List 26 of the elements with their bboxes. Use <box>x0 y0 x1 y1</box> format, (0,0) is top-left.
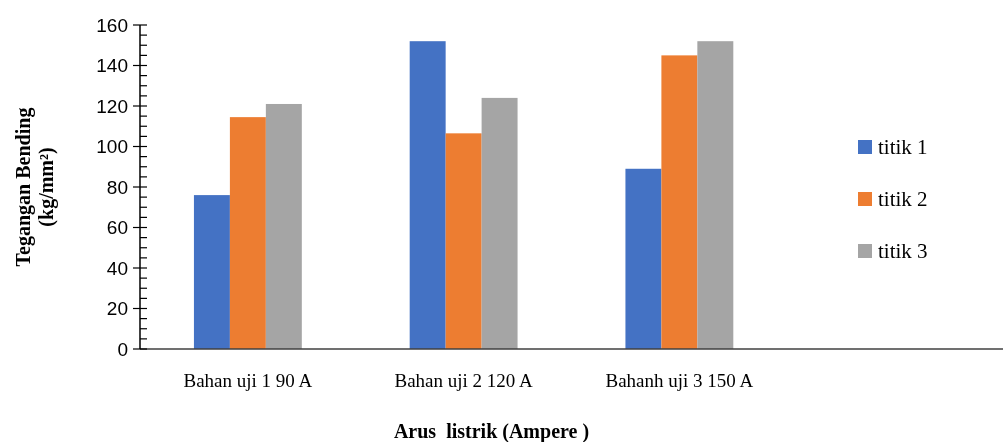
y-tick-label: 120 <box>96 95 128 117</box>
bar <box>229 117 266 349</box>
bar <box>193 195 230 349</box>
bar <box>445 133 482 349</box>
bar <box>481 97 518 349</box>
bar <box>265 103 302 349</box>
y-tick-label: 140 <box>96 55 128 77</box>
x-tick-label: Bahan uji 1 90 A <box>183 370 313 391</box>
y-tick-label: 40 <box>106 257 128 279</box>
y-tick-label: 0 <box>117 338 128 360</box>
bar <box>625 168 662 349</box>
y-tick-label: 100 <box>96 136 128 158</box>
y-tick-label: 60 <box>106 217 128 239</box>
legend-label: titik 3 <box>878 239 928 264</box>
y-tick-label: 80 <box>106 176 128 198</box>
y-axis-title: Tegangan Bending (kg/mm²) <box>12 107 58 267</box>
x-tick-label: Bahanh uji 3 150 A <box>605 370 754 391</box>
y-tick-label: 160 <box>96 14 128 36</box>
legend-label: titik 2 <box>878 187 928 212</box>
bar <box>697 41 734 349</box>
x-tick-label: Bahan uji 2 120 A <box>394 370 534 391</box>
bar <box>409 41 446 349</box>
bar <box>661 55 698 349</box>
y-tick-label: 20 <box>106 298 128 320</box>
legend-label: titik 1 <box>878 135 928 160</box>
x-axis-title: Arus listrik (Ampere ) <box>393 420 590 442</box>
